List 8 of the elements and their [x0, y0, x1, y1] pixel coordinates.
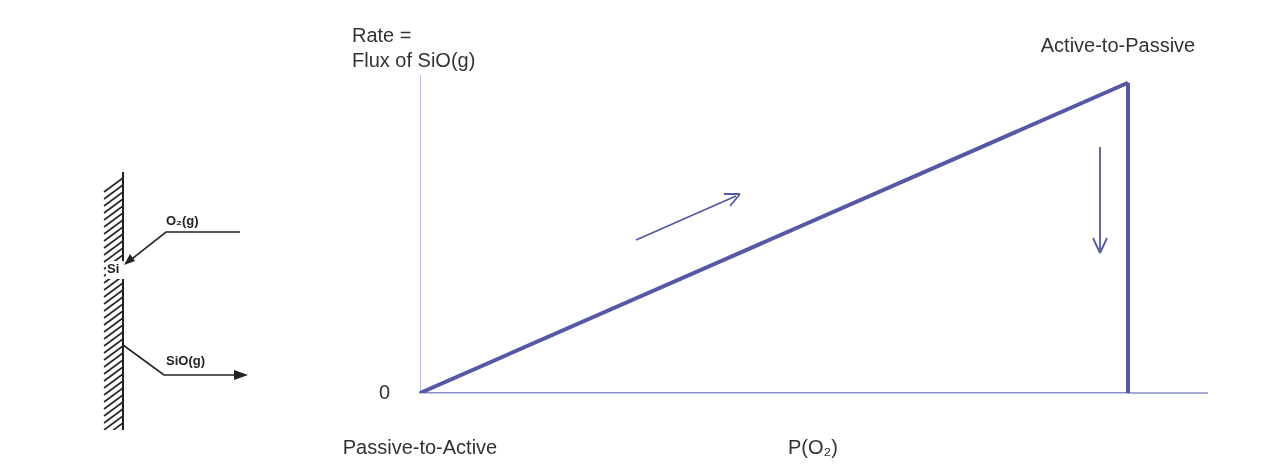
annotation: SiO(g): [166, 353, 205, 369]
x-axis-title: P(O₂): [788, 435, 838, 458]
annotation: Si: [107, 261, 120, 277]
text: Passive-to-Active: [342, 435, 498, 458]
annotation: 0: [378, 380, 390, 403]
y-axis-title: Rate = Flux of SiO(g): [352, 23, 476, 71]
annotation: O₂(g): [166, 213, 199, 229]
text: Active-to-Passive: [1040, 34, 1196, 57]
